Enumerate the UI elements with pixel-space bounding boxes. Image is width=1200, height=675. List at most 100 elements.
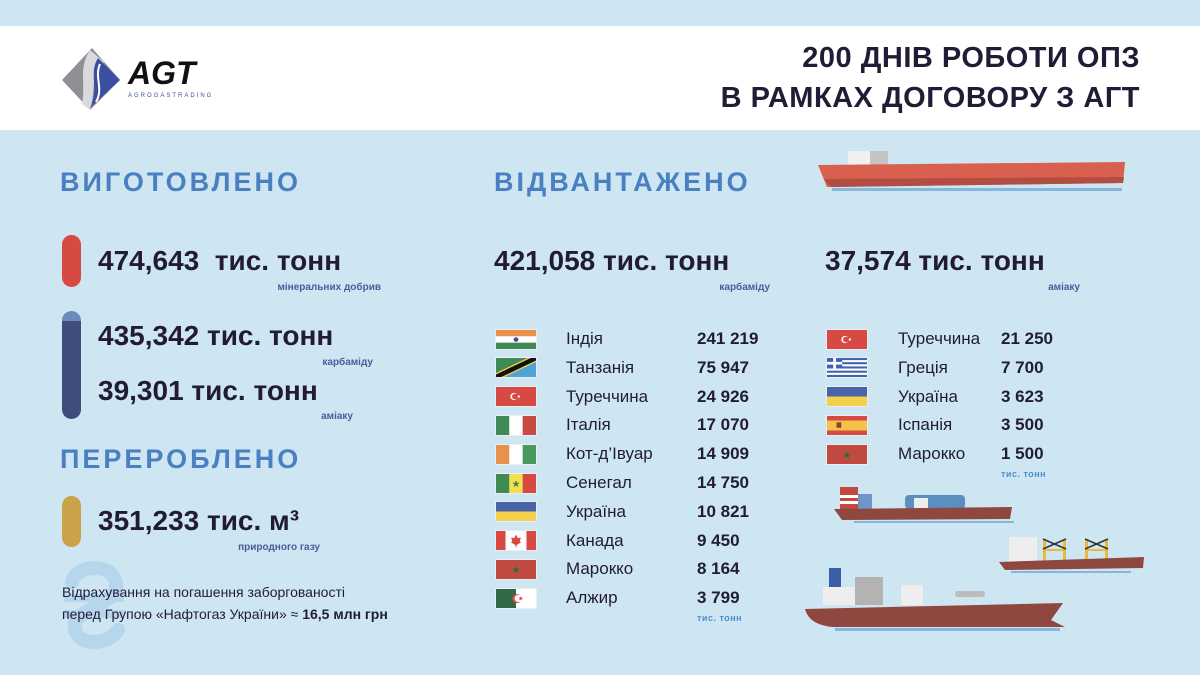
flag-morocco-icon bbox=[826, 443, 868, 465]
debt-note: Відрахування на погашення заборгованості… bbox=[62, 581, 388, 625]
logo-wordmark: AGT AGROGASTRADING bbox=[128, 56, 213, 100]
country-name: Алжир bbox=[566, 588, 618, 608]
country-value: 7 700 bbox=[1001, 357, 1044, 377]
country-row: Україна 3 623 bbox=[826, 386, 1044, 408]
flag-ukraine-icon bbox=[495, 501, 537, 523]
country-row: Туреччина 24 926 bbox=[495, 386, 749, 408]
country-row: Сенегал 14 750 bbox=[495, 472, 749, 494]
flag-canada-icon bbox=[495, 530, 537, 552]
value-unit: тис. тонн bbox=[603, 245, 730, 276]
country-value: 1 500 bbox=[1001, 444, 1044, 464]
country-name: Сенегал bbox=[566, 473, 632, 492]
country-value: 14 909 bbox=[697, 444, 749, 464]
value-number: 39,301 bbox=[98, 375, 184, 406]
value-number: 421,058 bbox=[494, 245, 596, 276]
value-number: 351,233 bbox=[98, 505, 200, 536]
gold-pill-marker bbox=[62, 496, 81, 547]
country-name: Туреччина bbox=[898, 329, 981, 348]
header-band bbox=[0, 26, 1200, 130]
value-number: 435,342 bbox=[98, 320, 200, 351]
country-name: Канада bbox=[566, 530, 624, 550]
value-unit: тис. тонн bbox=[207, 320, 334, 351]
flag-tanzania-icon bbox=[495, 357, 537, 379]
flag-india-icon bbox=[495, 328, 537, 350]
shipped-ammonia-label: аміаку bbox=[1048, 282, 1080, 293]
logo-subtext: AGROGASTRADING bbox=[128, 93, 214, 99]
value-unit: тис. тонн bbox=[214, 245, 342, 276]
flag-turkey-icon bbox=[826, 328, 868, 350]
country-name: Туреччина bbox=[566, 386, 649, 406]
country-value: 9 450 bbox=[697, 530, 740, 550]
flag-spain-icon bbox=[826, 414, 868, 436]
country-row: Іспанія 3 500 bbox=[826, 414, 1044, 436]
country-row: Танзанія 75 947 bbox=[495, 357, 749, 379]
country-name: Танзанія bbox=[566, 357, 635, 377]
flag-ivory-coast-icon bbox=[495, 443, 537, 465]
shipped-ammonia-value: 37,574 тис. тонн bbox=[825, 245, 1045, 277]
urea-unit-note: тис. тонн bbox=[697, 613, 743, 623]
value-unit: тис. тонн bbox=[918, 245, 1045, 276]
shipped-urea-label: карбаміду bbox=[719, 282, 770, 293]
country-value: 21 250 bbox=[1001, 329, 1053, 348]
country-row: Індія 241 219 bbox=[495, 328, 758, 350]
produced-urea-label: карбаміду bbox=[322, 357, 373, 368]
country-value: 75 947 bbox=[697, 357, 749, 377]
country-row: Україна 10 821 bbox=[495, 501, 749, 523]
produced-ammonia-value: 39,301 тис. тонн bbox=[98, 375, 318, 407]
navy-pill-marker bbox=[62, 311, 81, 419]
flag-turkey-icon bbox=[495, 386, 537, 408]
country-row: Марокко 8 164 bbox=[495, 558, 740, 580]
red-pill-marker bbox=[62, 235, 81, 287]
produced-urea-value: 435,342 тис. тонн bbox=[98, 320, 333, 352]
country-value: 24 926 bbox=[697, 386, 749, 406]
country-name: Марокко bbox=[566, 559, 634, 579]
value-unit: тис. м³ bbox=[207, 505, 300, 536]
country-name: Україна bbox=[898, 386, 958, 406]
shipped-urea-value: 421,058 тис. тонн bbox=[494, 245, 729, 277]
flag-algeria-icon bbox=[495, 587, 537, 609]
country-name: Кот-д’Івуар bbox=[566, 444, 653, 464]
flag-morocco-icon bbox=[495, 558, 537, 580]
country-row: Кот-д’Івуар 14 909 bbox=[495, 443, 749, 465]
value-number: 474,643 bbox=[98, 245, 200, 276]
country-row: Греція 7 700 bbox=[826, 357, 1044, 379]
note-line-2: перед Групою «Нафтогаз України» ≈ 16,5 м… bbox=[62, 603, 388, 625]
tanker-ship-small-icon bbox=[834, 487, 1014, 523]
country-name: Україна bbox=[566, 501, 626, 521]
processed-gas-label: природного газу bbox=[238, 542, 320, 553]
country-value: 17 070 bbox=[697, 415, 749, 435]
country-value: 10 821 bbox=[697, 501, 749, 521]
flag-greece-icon bbox=[826, 357, 868, 379]
country-name: Марокко bbox=[898, 444, 966, 464]
country-value: 241 219 bbox=[697, 329, 759, 348]
country-name: Індія bbox=[566, 329, 604, 348]
country-row: Туреччина 21 250 bbox=[826, 328, 1053, 350]
cargo-ship-cranes-icon bbox=[999, 537, 1144, 573]
note-amount: 16,5 млн грн bbox=[302, 606, 388, 622]
country-value: 8 164 bbox=[697, 559, 740, 579]
ammonia-unit-note: тис. тонн bbox=[1001, 469, 1047, 479]
country-value: 3 623 bbox=[1001, 386, 1044, 406]
hryvnia-icon bbox=[64, 561, 125, 650]
country-row: Алжир 3 799 bbox=[495, 587, 740, 609]
produced-fertilizer-label: мінеральних добрив bbox=[277, 282, 381, 293]
value-unit: тис. тонн bbox=[191, 375, 318, 406]
processed-heading: ПЕРЕРОБЛЕНО bbox=[60, 444, 302, 474]
country-name: Іспанія bbox=[898, 415, 953, 435]
note-line-1: Відрахування на погашення заборгованості bbox=[62, 584, 345, 600]
country-row: Італія 17 070 bbox=[495, 414, 749, 436]
agt-logo: AGT AGROGASTRADING bbox=[60, 44, 230, 116]
title-line-1: 200 ДНІВ РОБОТИ ОПЗ bbox=[802, 42, 1140, 74]
title-line-2: В РАМКАХ ДОГОВОРУ З АГТ bbox=[720, 82, 1140, 114]
country-name: Греція bbox=[898, 357, 948, 377]
country-row: Марокко 1 500 bbox=[826, 443, 1044, 465]
produced-heading: ВИГОТОВЛЕНО bbox=[60, 167, 301, 197]
note-text: перед Групою «Нафтогаз України» ≈ bbox=[62, 606, 303, 622]
processed-gas-value: 351,233 тис. м³ bbox=[98, 505, 299, 537]
page-title: 200 ДНІВ РОБОТИ ОПЗ В РАМКАХ ДОГОВОРУ З … bbox=[721, 38, 1140, 118]
logo-diamond-icon bbox=[62, 48, 120, 110]
produced-ammonia-label: аміаку bbox=[321, 411, 353, 422]
country-value: 3 500 bbox=[1001, 415, 1044, 435]
value-number: 37,574 bbox=[825, 245, 911, 276]
country-row: Канада 9 450 bbox=[495, 530, 740, 552]
